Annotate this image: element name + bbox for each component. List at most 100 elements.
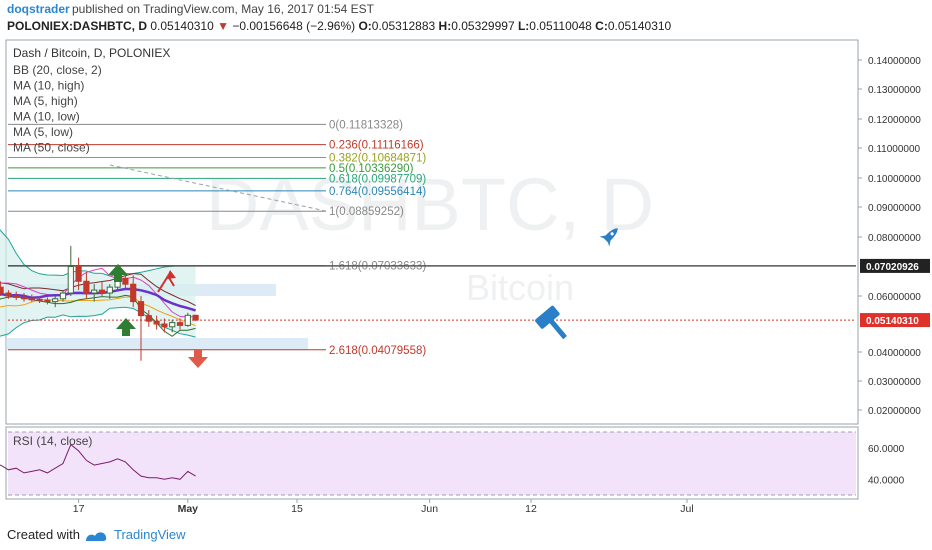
quote-header: POLONIEX:DASHBTC, D 0.05140310 ▼ −0.0015… [7,17,671,35]
y-axis-tick-label: 0.10000000 [868,174,921,185]
chart-title: Dash / Bitcoin, D, POLONIEX [13,46,170,60]
ma-10-high-line [0,273,196,307]
rsi-band [8,432,856,495]
candle-body [184,314,191,326]
high-value: 0.05329997 [451,19,515,33]
footer: Created with TradingView [0,522,932,550]
candle-body [145,315,152,322]
fib-level-label: 0.618(0.09987709) [329,173,426,185]
candle-body [98,289,106,294]
candle-body [192,314,199,321]
indicator-legend-item[interactable]: MA (5, low) [13,125,73,139]
y-axis-tick-label: 0.09000000 [868,203,921,214]
candle-body [91,289,98,294]
fib-level-label: 0(0.11813328) [329,119,403,131]
gavel-icon [535,305,568,340]
author-username[interactable]: doqstrader [7,2,70,16]
indicator-legend-item[interactable]: MA (10, high) [13,79,84,93]
x-axis-tick-label: May [178,503,199,515]
indicator-legend-item[interactable]: MA (10, low) [13,110,80,124]
y-axis-tick-label: 0.02000000 [868,406,921,417]
fib-level-label: 2.618(0.04079558) [329,345,426,357]
last-price: 0.05140310 [150,19,214,33]
fib-level-label: 0.236(0.11116166) [329,140,424,152]
candle-body [59,292,67,300]
fib-level-label: 0.5(0.10336290) [329,163,414,175]
y-axis-tick-label: 0.08000000 [868,233,921,244]
candle-body [75,266,82,282]
bollinger-lower-line [0,306,196,338]
up-arrow-icon [108,264,128,282]
fib-level-label: 0.382(0.10684871) [329,152,426,164]
x-axis-tick-label: 17 [73,503,85,515]
trend-line [109,164,327,212]
down-triangle-icon: ▼ [217,19,229,33]
y-axis-tick-label: 0.11000000 [868,144,921,155]
candle-body [67,266,74,294]
tradingview-logo-icon [86,532,107,541]
candle-body [0,286,4,294]
bollinger-upper-line [0,229,196,277]
y-axis-tick-label: 0.04000000 [868,348,921,359]
up-arrow-icon [116,318,136,336]
candle-body [36,298,43,301]
rsi-axis-tick-label: 40.0000 [868,475,905,486]
candle-body [13,295,20,298]
candle-body [20,296,28,300]
down-arrow-icon [188,350,208,368]
candle-body [122,277,129,285]
candle-body [5,292,12,297]
marked-price-tag [860,258,930,273]
y-axis-tick-label: 0.14000000 [868,56,921,67]
candle-body [137,301,145,317]
consolidation-zone-lower [6,338,308,350]
rsi-legend[interactable]: RSI (14, close) [13,434,92,448]
y-axis-tick-label: 0.13000000 [868,85,921,96]
open-label: O: [358,19,372,33]
x-axis-tick-label: 12 [525,503,537,515]
publish-info: published on TradingView.com, May 16, 20… [72,2,374,16]
rsi-axis-tick-label: 60.0000 [868,444,905,455]
y-axis-tick-label: 0.12000000 [868,115,921,126]
candle-body [52,298,59,303]
x-axis-tick-label: 15 [291,503,303,515]
ma-5-high-line [0,267,196,318]
fib-level-label: 0.764(0.09556414) [329,186,426,198]
bollinger-fill [0,229,196,338]
indicator-legend-item[interactable]: MA (50, close) [13,141,90,155]
x-axis-tick-label: Jul [680,503,693,515]
x-axis-tick-label: Jun [421,503,438,515]
current-price-tag [860,313,930,328]
price-change: −0.00156648 (−2.96%) [232,19,356,33]
high-label: H: [438,19,452,33]
candle-body [130,283,137,303]
watermark-subtitle: Bitcoin [466,267,574,308]
candle-body [44,299,51,303]
rsi-line [0,443,196,480]
candle-body [169,322,176,328]
candle-body [161,323,168,328]
main-pane-frame [5,39,859,425]
low-value: 0.05110048 [529,19,592,33]
candle-body [106,286,113,294]
rocket-icon [599,228,618,247]
close-label: C: [595,19,608,33]
candle-body [83,280,90,294]
indicator-legend-item[interactable]: BB (20, close, 2) [13,63,102,77]
fib-level-label: 1(0.08859252) [329,206,404,218]
red-curve-arrow-icon [157,270,176,293]
publish-header: doqstrader published on TradingView.com,… [0,0,932,18]
current-price-tag-label: 0.05140310 [866,316,919,327]
created-with-label: Created with [7,527,80,542]
candle-body [153,320,160,325]
marked-price-tag-label: 0.07020926 [866,262,919,273]
y-axis-tick-label: 0.03000000 [868,377,921,388]
close-value: 0.05140310 [607,19,672,33]
candle-body [28,298,35,301]
open-value: 0.05312883 [371,19,436,33]
y-axis-tick-label: 0.06000000 [868,292,921,303]
indicator-legend-item[interactable]: MA (5, high) [13,94,78,108]
tradingview-brand-link[interactable]: TradingView [114,527,186,542]
